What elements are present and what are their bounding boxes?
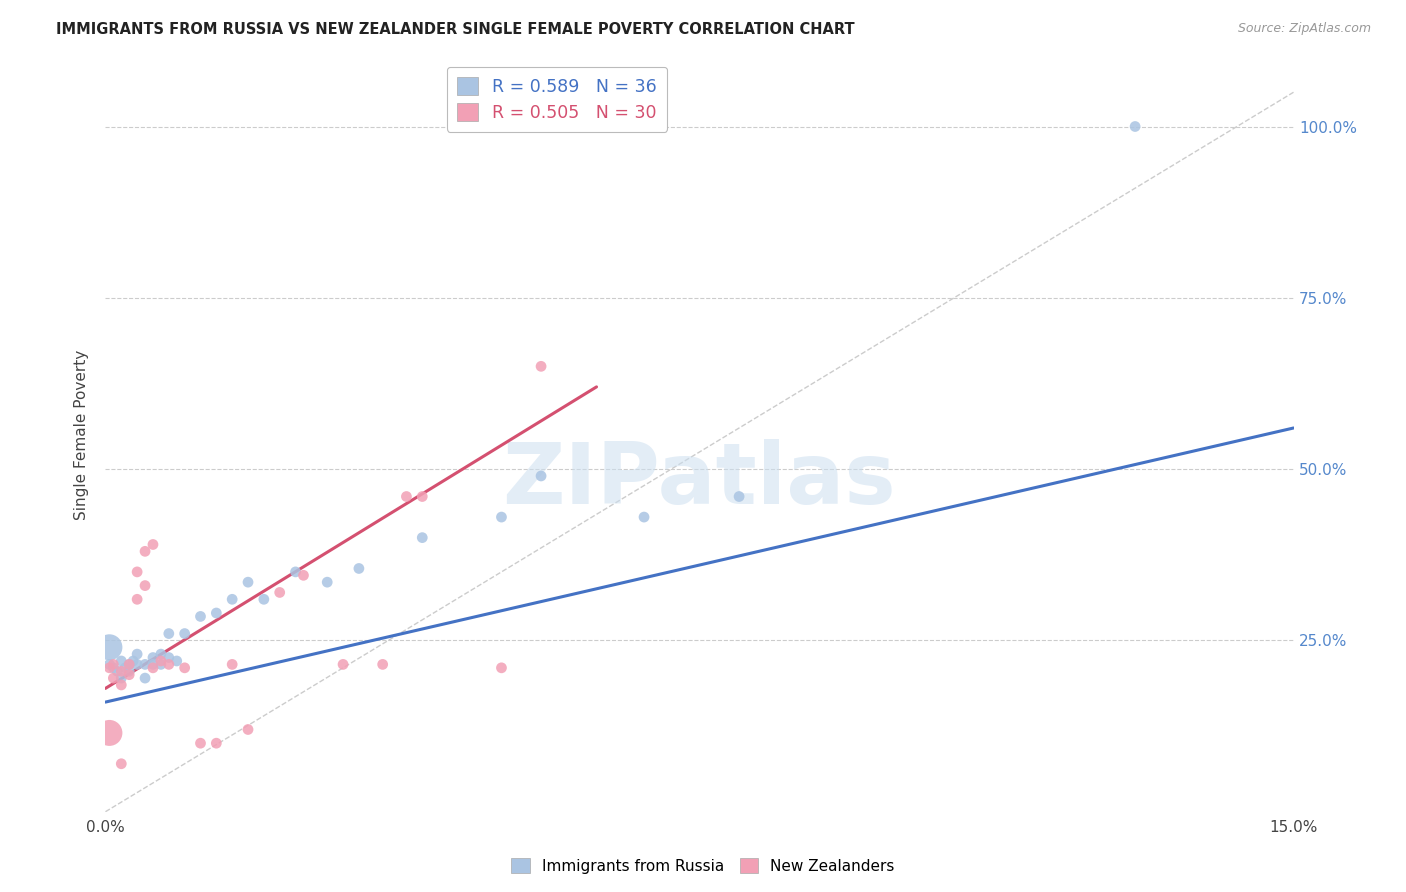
Point (114, 661, 136, 675)
Point (166, 654, 188, 668)
Point (411, 531, 433, 545)
Point (110, 665, 132, 679)
Point (110, 756, 132, 771)
Y-axis label: Single Female Poverty: Single Female Poverty (75, 350, 90, 520)
Point (205, 736, 228, 750)
Point (127, 647, 149, 661)
Point (127, 565, 149, 579)
Point (134, 578, 156, 592)
Point (149, 647, 172, 661)
Point (253, 592, 276, 607)
Point (149, 654, 172, 668)
Point (728, 490, 751, 504)
Point (491, 510, 513, 524)
Text: Source: ZipAtlas.com: Source: ZipAtlas.com (1237, 22, 1371, 36)
Point (371, 657, 394, 672)
Point (134, 657, 156, 672)
Point (142, 657, 165, 672)
Point (118, 667, 141, 681)
Point (491, 661, 513, 675)
Point (98, 661, 121, 675)
Point (103, 671, 125, 685)
Point (98, 726, 121, 740)
Point (236, 723, 259, 737)
Point (347, 561, 370, 575)
Point (118, 657, 141, 672)
Point (530, 359, 553, 374)
Point (127, 657, 149, 672)
Point (134, 671, 156, 685)
Text: IMMIGRANTS FROM RUSSIA VS NEW ZEALANDER SINGLE FEMALE POVERTY CORRELATION CHART: IMMIGRANTS FROM RUSSIA VS NEW ZEALANDER … (56, 22, 855, 37)
Point (190, 609, 212, 624)
Point (149, 657, 172, 672)
Point (110, 654, 132, 668)
Point (332, 657, 354, 672)
Point (292, 568, 315, 582)
Point (173, 626, 195, 640)
Point (157, 650, 180, 665)
Point (1123, 120, 1146, 134)
Point (110, 671, 132, 685)
Point (103, 661, 125, 675)
Point (316, 575, 339, 590)
Point (205, 606, 228, 620)
Point (98, 640, 121, 655)
Point (157, 657, 180, 672)
Legend: R = 0.589   N = 36, R = 0.505   N = 30: R = 0.589 N = 36, R = 0.505 N = 30 (447, 67, 666, 132)
Point (530, 469, 553, 483)
Point (633, 510, 655, 524)
Point (411, 490, 433, 504)
Point (236, 575, 259, 590)
Point (98, 657, 121, 672)
Point (190, 736, 212, 750)
Point (157, 626, 180, 640)
Point (127, 592, 149, 607)
Point (118, 657, 141, 672)
Point (269, 585, 291, 599)
Point (105, 665, 128, 679)
Point (395, 490, 418, 504)
Point (134, 544, 156, 558)
Point (142, 661, 165, 675)
Point (110, 678, 132, 692)
Point (118, 665, 141, 679)
Point (142, 537, 165, 551)
Point (221, 657, 243, 672)
Point (142, 650, 165, 665)
Point (122, 654, 145, 668)
Point (173, 661, 195, 675)
Point (221, 592, 243, 607)
Point (284, 565, 307, 579)
Text: ZIPatlas: ZIPatlas (502, 439, 897, 522)
Legend: Immigrants from Russia, New Zealanders: Immigrants from Russia, New Zealanders (505, 852, 901, 880)
Point (103, 657, 125, 672)
